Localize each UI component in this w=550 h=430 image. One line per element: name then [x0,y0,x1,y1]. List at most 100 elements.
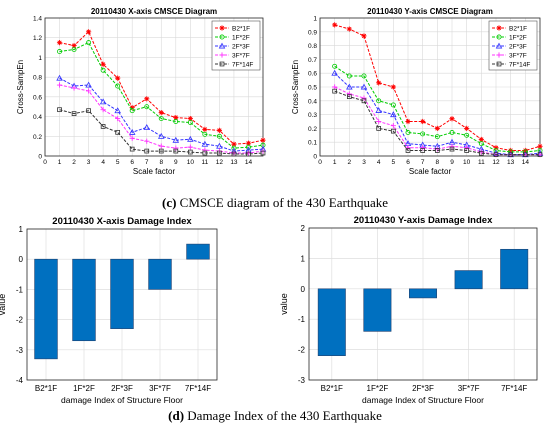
x-tick-label: 1F*2F [367,384,389,393]
bar-7F*14F [500,248,529,290]
caption-c-letter: (c) [161,195,177,210]
data-point [346,73,352,79]
cmsce-chart-1: 00.10.20.30.40.50.60.70.80.910 1 2 3 4 5 6 7 8 9 1… [291,7,544,176]
data-point [144,96,150,102]
data-point [464,125,470,131]
data-point [71,85,77,91]
data-point [361,95,367,101]
data-point [376,80,382,86]
data-point [420,145,426,151]
y-axis-label: Cross-SampEn [16,60,25,114]
data-point [173,119,179,124]
data-point [144,148,150,154]
data-point [434,134,440,140]
plot-frame [308,227,538,381]
data-point [245,140,252,146]
legend-marker [218,42,226,49]
data-point [246,151,251,157]
x-axis-label: damage Index of Structure Floor [61,395,183,405]
data-point [158,148,164,154]
x-tick-label: 8 [436,159,440,166]
y-tick-label: -2 [16,316,24,325]
x-tick-label: 9 [450,159,454,166]
series-1F*2F [57,40,266,151]
y-tick-label: 0 [19,255,24,264]
legend-entry: 1F*2F [509,35,527,42]
data-point [71,111,77,116]
series-line [59,30,264,145]
data-point [332,88,338,94]
x-tick-label: 5 [392,159,396,166]
data-point [129,135,135,141]
data-point [405,148,411,153]
series-line [334,72,541,156]
y-axis-label: value [0,294,7,316]
data-point [57,107,62,113]
bar-3F*7F [148,258,172,290]
data-point [508,152,514,157]
data-point [522,147,528,154]
data-point [157,132,165,139]
x-tick-label: 10 [187,159,195,166]
data-point [449,143,455,149]
data-point [202,150,208,156]
y-tick-label: 0.1 [308,140,317,147]
data-point [231,151,237,157]
y-tick-label: 0.8 [308,43,317,50]
series-1F*2F [332,63,543,155]
data-point [86,29,92,35]
x-tick-label: 2 [348,159,352,166]
y-tick-label: 0.4 [33,114,42,121]
x-tick-label: 7 [145,159,149,166]
bar-2F*3F [409,288,437,299]
legend-marker [495,42,503,49]
x-tick-label: 5 [116,159,120,166]
data-point [376,98,382,104]
data-point [449,116,455,122]
data-point [390,111,397,118]
data-point [332,22,338,28]
data-point [100,67,106,73]
legend-entry: B2*1F [509,26,527,33]
y-tick-label: 0.2 [33,134,42,141]
y-tick-label: 0.3 [308,112,317,119]
legend-entry: 7F*14F [232,62,253,69]
y-tick-label: 0.7 [308,57,317,64]
y-axis-label: Cross-SampEn [291,60,300,114]
y-tick-label: -3 [16,346,24,355]
y-tick-label: 0.6 [33,94,42,101]
caption-c: (c) CMSCE diagram of the 430 Earthquake [0,195,550,211]
series-B2*1F [56,29,266,147]
y-tick-label: 0 [38,154,42,161]
data-point [346,83,353,90]
data-point [172,136,180,143]
y-tick-label: 1 [301,254,306,263]
data-point [187,149,193,155]
x-tick-label: 2F*3F [412,384,434,393]
data-point [434,148,440,153]
data-point [158,143,164,149]
data-point [420,148,426,153]
y-tick-label: -4 [16,376,24,385]
bar-2F*3F [110,258,134,329]
data-point [464,145,470,151]
x-tick-label: 14 [245,159,253,166]
x-tick-label: 13 [230,159,238,166]
series-7F*14F [332,88,543,157]
data-point [361,98,367,104]
data-point [202,147,208,153]
data-point [173,114,179,121]
data-point [449,146,455,152]
x-tick-label: 13 [507,159,515,166]
legend-entry: 2F*3F [232,44,250,51]
series-line [59,77,264,152]
legend-marker [496,34,502,40]
data-point [464,148,470,153]
data-point [187,120,193,125]
y-tick-label: -2 [298,346,306,355]
y-tick-label: 2 [301,224,306,233]
series-B2*1F [332,22,543,154]
data-point [332,84,338,90]
x-tick-label: 12 [492,159,500,166]
